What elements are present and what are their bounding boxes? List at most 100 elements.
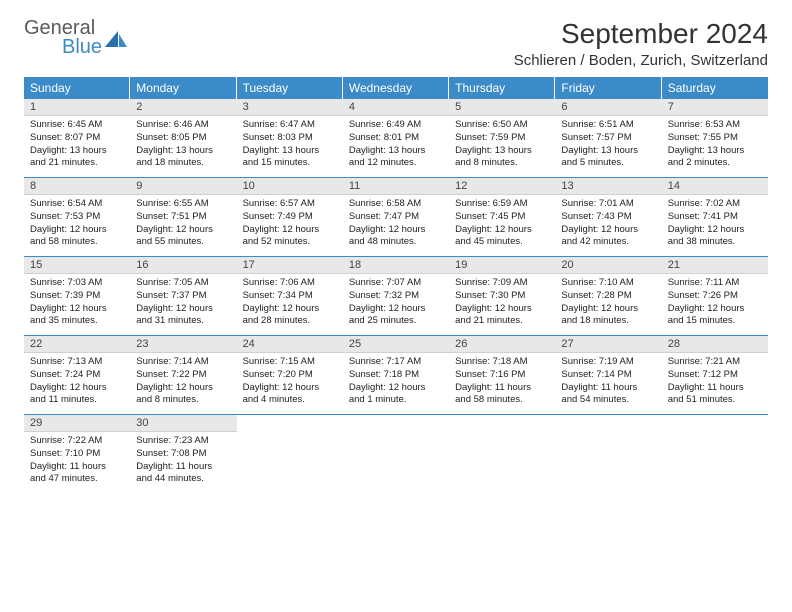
daylight-text: Daylight: 12 hours and 21 minutes.	[455, 303, 549, 329]
sunrise-text: Sunrise: 6:53 AM	[668, 119, 762, 132]
calendar-day-cell: 15 Sunrise: 7:03 AMSunset: 7:39 PMDayligh…	[24, 257, 130, 335]
daylight-text: Daylight: 12 hours and 42 minutes.	[561, 224, 655, 250]
daylight-text: Daylight: 12 hours and 4 minutes.	[243, 382, 337, 408]
calendar-day-cell	[237, 415, 343, 493]
day-number: 11	[343, 178, 449, 195]
day-details: Sunrise: 7:01 AMSunset: 7:43 PMDaylight:…	[555, 195, 661, 255]
daylight-text: Daylight: 12 hours and 15 minutes.	[668, 303, 762, 329]
day-number: 12	[449, 178, 555, 195]
weekday-header: Sunday	[24, 77, 130, 99]
sunrise-text: Sunrise: 6:55 AM	[136, 198, 230, 211]
sunrise-text: Sunrise: 7:14 AM	[136, 356, 230, 369]
calendar-day-cell: 22Sunrise: 7:13 AMSunset: 7:24 PMDayligh…	[24, 336, 130, 414]
month-title: September 2024	[514, 18, 768, 50]
sunrise-text: Sunrise: 6:57 AM	[243, 198, 337, 211]
sunrise-text: Sunrise: 7:19 AM	[561, 356, 655, 369]
calendar-day-cell: 10Sunrise: 6:57 AMSunset: 7:49 PMDayligh…	[237, 178, 343, 256]
day-details: Sunrise: 7:13 AMSunset: 7:24 PMDaylight:…	[24, 353, 130, 413]
calendar-day-cell: 6Sunrise: 6:51 AMSunset: 7:57 PMDaylight…	[555, 99, 661, 177]
day-number: 25	[343, 336, 449, 353]
sunset-text: Sunset: 7:32 PM	[349, 290, 443, 303]
daylight-text: Daylight: 13 hours and 2 minutes.	[668, 145, 762, 171]
calendar-week-row: 8Sunrise: 6:54 AMSunset: 7:53 PMDaylight…	[24, 178, 768, 257]
daylight-text: Daylight: 11 hours and 58 minutes.	[455, 382, 549, 408]
day-details: Sunrise: 7:07 AMSunset: 7:32 PMDaylight:…	[343, 274, 449, 334]
day-details: Sunrise: 7:02 AMSunset: 7:41 PMDaylight:…	[662, 195, 768, 255]
sunset-text: Sunset: 7:49 PM	[243, 211, 337, 224]
sunset-text: Sunset: 7:18 PM	[349, 369, 443, 382]
day-number: 3	[237, 99, 343, 116]
sunrise-text: Sunrise: 7:21 AM	[668, 356, 762, 369]
daylight-text: Daylight: 13 hours and 21 minutes.	[30, 145, 124, 171]
sunset-text: Sunset: 8:05 PM	[136, 132, 230, 145]
calendar-day-cell: 24Sunrise: 7:15 AMSunset: 7:20 PMDayligh…	[237, 336, 343, 414]
day-number: 7	[662, 99, 768, 116]
day-details: Sunrise: 6:47 AMSunset: 8:03 PMDaylight:…	[237, 116, 343, 176]
sunrise-text: Sunrise: 7:07 AM	[349, 277, 443, 290]
day-details: Sunrise: 7:21 AMSunset: 7:12 PMDaylight:…	[662, 353, 768, 413]
calendar-day-cell: 3Sunrise: 6:47 AMSunset: 8:03 PMDaylight…	[237, 99, 343, 177]
day-details: Sunrise: 7:09 AMSunset: 7:30 PMDaylight:…	[449, 274, 555, 334]
title-block: September 2024 Schlieren / Boden, Zurich…	[514, 18, 768, 69]
calendar-day-cell: 11Sunrise: 6:58 AMSunset: 7:47 PMDayligh…	[343, 178, 449, 256]
sunrise-text: Sunrise: 7:09 AM	[455, 277, 549, 290]
daylight-text: Daylight: 11 hours and 44 minutes.	[136, 461, 230, 487]
sunrise-text: Sunrise: 6:46 AM	[136, 119, 230, 132]
day-details: Sunrise: 6:46 AMSunset: 8:05 PMDaylight:…	[130, 116, 236, 176]
calendar-day-cell: 20Sunrise: 7:10 AMSunset: 7:28 PMDayligh…	[555, 257, 661, 335]
sunrise-text: Sunrise: 7:02 AM	[668, 198, 762, 211]
logo-text-block: General Blue	[24, 18, 102, 57]
calendar-day-cell: 16Sunrise: 7:05 AMSunset: 7:37 PMDayligh…	[130, 257, 236, 335]
sunrise-text: Sunrise: 6:49 AM	[349, 119, 443, 132]
daylight-text: Daylight: 11 hours and 47 minutes.	[30, 461, 124, 487]
calendar-day-cell: 17Sunrise: 7:06 AMSunset: 7:34 PMDayligh…	[237, 257, 343, 335]
sunset-text: Sunset: 7:14 PM	[561, 369, 655, 382]
day-number: 2	[130, 99, 236, 116]
day-number: 15	[24, 257, 130, 274]
daylight-text: Daylight: 12 hours and 28 minutes.	[243, 303, 337, 329]
sunrise-text: Sunrise: 7:03 AM	[30, 277, 124, 290]
sunset-text: Sunset: 7:12 PM	[668, 369, 762, 382]
day-number: 26	[449, 336, 555, 353]
sunrise-text: Sunrise: 7:17 AM	[349, 356, 443, 369]
calendar-day-cell	[343, 415, 449, 493]
calendar-week-row: 15Sunrise: 7:03 AMSunset: 7:39 PMDayligh…	[24, 257, 768, 336]
day-details: Sunrise: 6:55 AMSunset: 7:51 PMDaylight:…	[130, 195, 236, 255]
calendar-day-cell	[662, 415, 768, 493]
day-details: Sunrise: 6:53 AMSunset: 7:55 PMDaylight:…	[662, 116, 768, 176]
sunset-text: Sunset: 7:22 PM	[136, 369, 230, 382]
sunrise-text: Sunrise: 7:18 AM	[455, 356, 549, 369]
sunset-text: Sunset: 7:47 PM	[349, 211, 443, 224]
sunset-text: Sunset: 7:39 PM	[30, 290, 124, 303]
sunset-text: Sunset: 7:34 PM	[243, 290, 337, 303]
daylight-text: Daylight: 13 hours and 15 minutes.	[243, 145, 337, 171]
brand-logo: General Blue	[24, 18, 128, 57]
sunset-text: Sunset: 7:59 PM	[455, 132, 549, 145]
sunset-text: Sunset: 7:24 PM	[30, 369, 124, 382]
sunset-text: Sunset: 7:26 PM	[668, 290, 762, 303]
day-number: 22	[24, 336, 130, 353]
day-number: 10	[237, 178, 343, 195]
weekday-header: Saturday	[662, 77, 768, 99]
day-details: Sunrise: 7:17 AMSunset: 7:18 PMDaylight:…	[343, 353, 449, 413]
sunrise-text: Sunrise: 6:54 AM	[30, 198, 124, 211]
day-details: Sunrise: 7:05 AMSunset: 7:37 PMDaylight:…	[130, 274, 236, 334]
daylight-text: Daylight: 13 hours and 12 minutes.	[349, 145, 443, 171]
sunset-text: Sunset: 7:51 PM	[136, 211, 230, 224]
daylight-text: Daylight: 13 hours and 5 minutes.	[561, 145, 655, 171]
sunrise-text: Sunrise: 7:15 AM	[243, 356, 337, 369]
sunrise-text: Sunrise: 7:23 AM	[136, 435, 230, 448]
day-details: Sunrise: 7:22 AMSunset: 7:10 PMDaylight:…	[24, 432, 130, 492]
daylight-text: Daylight: 12 hours and 18 minutes.	[561, 303, 655, 329]
sunrise-text: Sunrise: 6:45 AM	[30, 119, 124, 132]
calendar-grid: Sunday Monday Tuesday Wednesday Thursday…	[24, 77, 768, 493]
day-details: Sunrise: 7:06 AMSunset: 7:34 PMDaylight:…	[237, 274, 343, 334]
sunset-text: Sunset: 7:43 PM	[561, 211, 655, 224]
sunrise-text: Sunrise: 7:05 AM	[136, 277, 230, 290]
calendar-day-cell: 27Sunrise: 7:19 AMSunset: 7:14 PMDayligh…	[555, 336, 661, 414]
daylight-text: Daylight: 12 hours and 11 minutes.	[30, 382, 124, 408]
weekday-header-row: Sunday Monday Tuesday Wednesday Thursday…	[24, 77, 768, 99]
day-details: Sunrise: 7:23 AMSunset: 7:08 PMDaylight:…	[130, 432, 236, 492]
sunset-text: Sunset: 7:57 PM	[561, 132, 655, 145]
daylight-text: Daylight: 12 hours and 35 minutes.	[30, 303, 124, 329]
